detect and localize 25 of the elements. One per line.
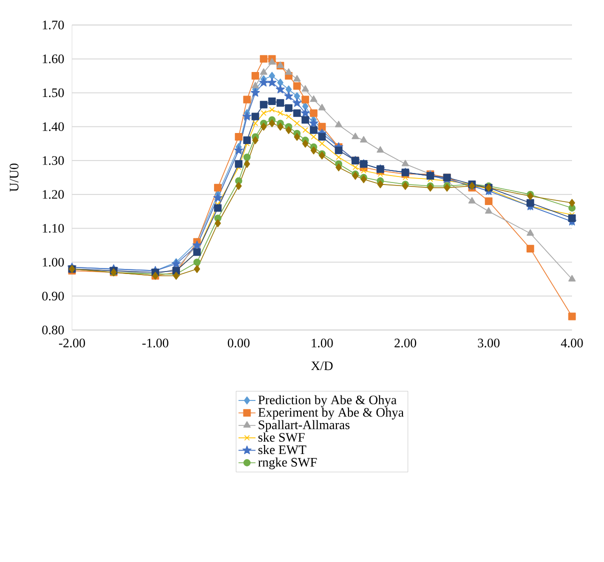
y-axis-title: U/U0 bbox=[10, 164, 18, 192]
y-tick-label: 1.60 bbox=[42, 54, 64, 64]
y-tick-label: 1.00 bbox=[42, 258, 64, 267]
x-tick-label: -2.00 bbox=[58, 338, 85, 348]
legend-label: rngke SWF bbox=[258, 458, 317, 470]
x-tick-label: 1.00 bbox=[312, 338, 333, 348]
x-tick-label: 3.00 bbox=[478, 338, 500, 348]
legend-label: ske EWT bbox=[258, 445, 306, 454]
y-tick-label: 1.70 bbox=[42, 20, 64, 30]
x-tick-label: 2.00 bbox=[394, 338, 416, 348]
y-tick-label: 1.40 bbox=[42, 122, 64, 132]
legend-label: ske SWF bbox=[258, 432, 305, 442]
y-tick-label: 1.50 bbox=[42, 88, 64, 98]
y-tick-label: 0.80 bbox=[42, 326, 64, 334]
y-tick-label: 1.10 bbox=[42, 224, 64, 233]
legend-label: Experiment by Abe & Ohya bbox=[258, 408, 404, 420]
x-tick-label: -1.00 bbox=[142, 338, 168, 348]
y-tick-label: 1.20 bbox=[42, 190, 64, 199]
y-tick-label: 0.90 bbox=[42, 292, 64, 301]
y-tick-label: 1.30 bbox=[42, 156, 64, 165]
x-tick-label: 0.00 bbox=[228, 338, 250, 348]
legend-label: Spallart-Allmaras bbox=[258, 420, 350, 432]
x-axis-title: X/D bbox=[311, 362, 333, 370]
x-tick-label: 4.00 bbox=[560, 338, 583, 348]
legend-label: Prediction by Abe & Ohya bbox=[258, 395, 397, 407]
